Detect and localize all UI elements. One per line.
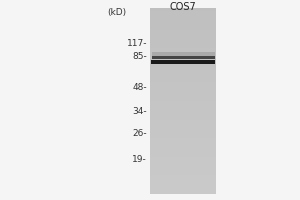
Bar — [150, 8, 216, 11]
Bar — [150, 11, 216, 14]
Bar — [150, 188, 216, 191]
Bar — [150, 45, 216, 48]
Bar — [150, 160, 216, 163]
Bar — [150, 144, 216, 148]
Text: 34-: 34- — [132, 107, 147, 116]
Bar — [150, 150, 216, 154]
Bar — [150, 20, 216, 23]
Bar — [150, 76, 216, 79]
Bar — [151, 60, 215, 64]
Bar — [150, 178, 216, 182]
Bar — [150, 141, 216, 144]
Bar — [150, 82, 216, 86]
Bar — [150, 113, 216, 116]
Bar — [150, 95, 216, 98]
Bar — [150, 54, 216, 58]
Bar — [150, 169, 216, 172]
Bar — [150, 172, 216, 175]
Bar — [150, 116, 216, 120]
Bar — [150, 107, 216, 110]
Bar — [150, 122, 216, 126]
Bar — [150, 163, 216, 166]
Bar — [150, 184, 216, 188]
Text: 26-: 26- — [132, 129, 147, 138]
Bar — [150, 98, 216, 101]
Bar — [150, 36, 216, 39]
Text: 48-: 48- — [132, 83, 147, 92]
Bar — [150, 166, 216, 169]
Bar — [152, 56, 214, 59]
Bar — [150, 92, 216, 95]
Bar — [150, 104, 216, 107]
Bar — [150, 67, 216, 70]
Bar — [150, 157, 216, 160]
Bar — [150, 154, 216, 157]
Text: 19-: 19- — [132, 156, 147, 164]
Bar — [150, 33, 216, 36]
Bar — [150, 48, 216, 51]
Bar — [150, 101, 216, 104]
Bar — [152, 52, 214, 56]
Text: 85-: 85- — [132, 52, 147, 61]
Bar — [150, 73, 216, 76]
Bar — [150, 138, 216, 141]
Bar — [150, 85, 216, 89]
Bar — [150, 30, 216, 33]
Bar — [150, 42, 216, 45]
Bar — [150, 110, 216, 113]
Bar — [150, 51, 216, 55]
Bar — [150, 14, 216, 17]
Bar — [150, 70, 216, 73]
Bar — [150, 175, 216, 178]
Bar — [150, 191, 216, 194]
Bar — [150, 23, 216, 27]
Bar — [150, 126, 216, 129]
Bar — [150, 147, 216, 151]
Bar — [150, 57, 216, 61]
Bar — [150, 119, 216, 123]
Bar — [150, 8, 216, 194]
Bar — [150, 129, 216, 132]
Bar — [150, 26, 216, 30]
Text: 117-: 117- — [127, 38, 147, 47]
Bar — [150, 135, 216, 138]
Bar — [150, 17, 216, 20]
Bar — [150, 132, 216, 135]
Bar — [150, 61, 216, 64]
Bar — [150, 181, 216, 185]
Bar — [150, 64, 216, 67]
Bar — [150, 88, 216, 92]
Text: (kD): (kD) — [107, 8, 127, 17]
Bar — [150, 39, 216, 42]
Bar — [150, 79, 216, 82]
Text: COS7: COS7 — [169, 2, 196, 12]
